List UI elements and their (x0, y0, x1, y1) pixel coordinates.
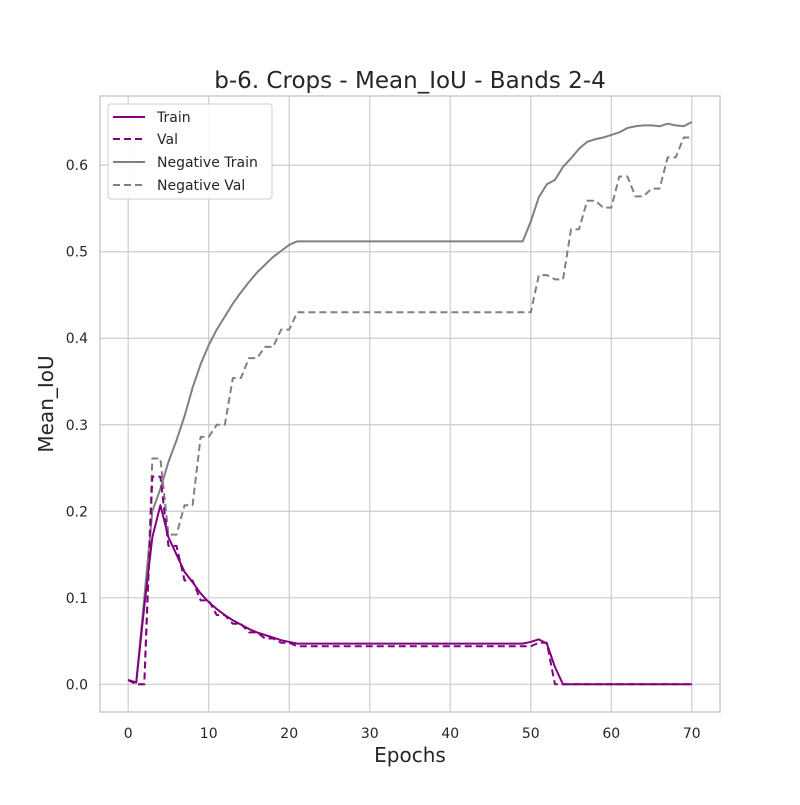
legend-label-val: Val (157, 132, 178, 148)
y-tick-label: 0.5 (66, 245, 88, 261)
series-line-negative-train (127, 121, 693, 684)
x-tick-label: 20 (280, 726, 298, 742)
x-tick-label: 70 (683, 726, 701, 742)
plot-frame (99, 95, 721, 713)
grid (100, 96, 720, 712)
y-tick-label: 0.0 (66, 677, 88, 693)
y-tick-label: 0.3 (66, 418, 88, 434)
series-line-val (127, 475, 692, 686)
tick-labels: 0 10 20 30 40 50 60 70 0.0 0.1 0.2 0.3 0.4 0.5 0.6 (66, 158, 701, 742)
x-tick-label: 50 (522, 726, 540, 742)
legend-label-train: Train (156, 110, 191, 126)
legend-label-negative-train: Negative Train (157, 155, 258, 171)
x-tick-label: 40 (441, 726, 459, 742)
x-tick-label: 30 (361, 726, 379, 742)
chart-title: b-6. Crops - Mean_IoU - Bands 2-4 (214, 68, 605, 94)
series-line-negative-val (127, 136, 692, 686)
y-tick-label: 0.4 (66, 331, 88, 347)
x-tick-label: 10 (200, 726, 218, 742)
x-axis-label: Epochs (374, 743, 446, 767)
legend-box (107, 103, 273, 200)
y-tick-label: 0.1 (66, 591, 88, 607)
y-tick-label: 0.6 (66, 158, 88, 174)
y-axis-label: Mean_IoU (34, 355, 58, 452)
x-tick-label: 0 (124, 726, 133, 742)
legend: Train Val Negative Train Negative Val (107, 103, 273, 200)
y-tick-label: 0.2 (66, 504, 88, 520)
x-tick-label: 60 (602, 726, 620, 742)
legend-label-negative-val: Negative Val (157, 178, 245, 194)
series-lines (127, 121, 693, 686)
